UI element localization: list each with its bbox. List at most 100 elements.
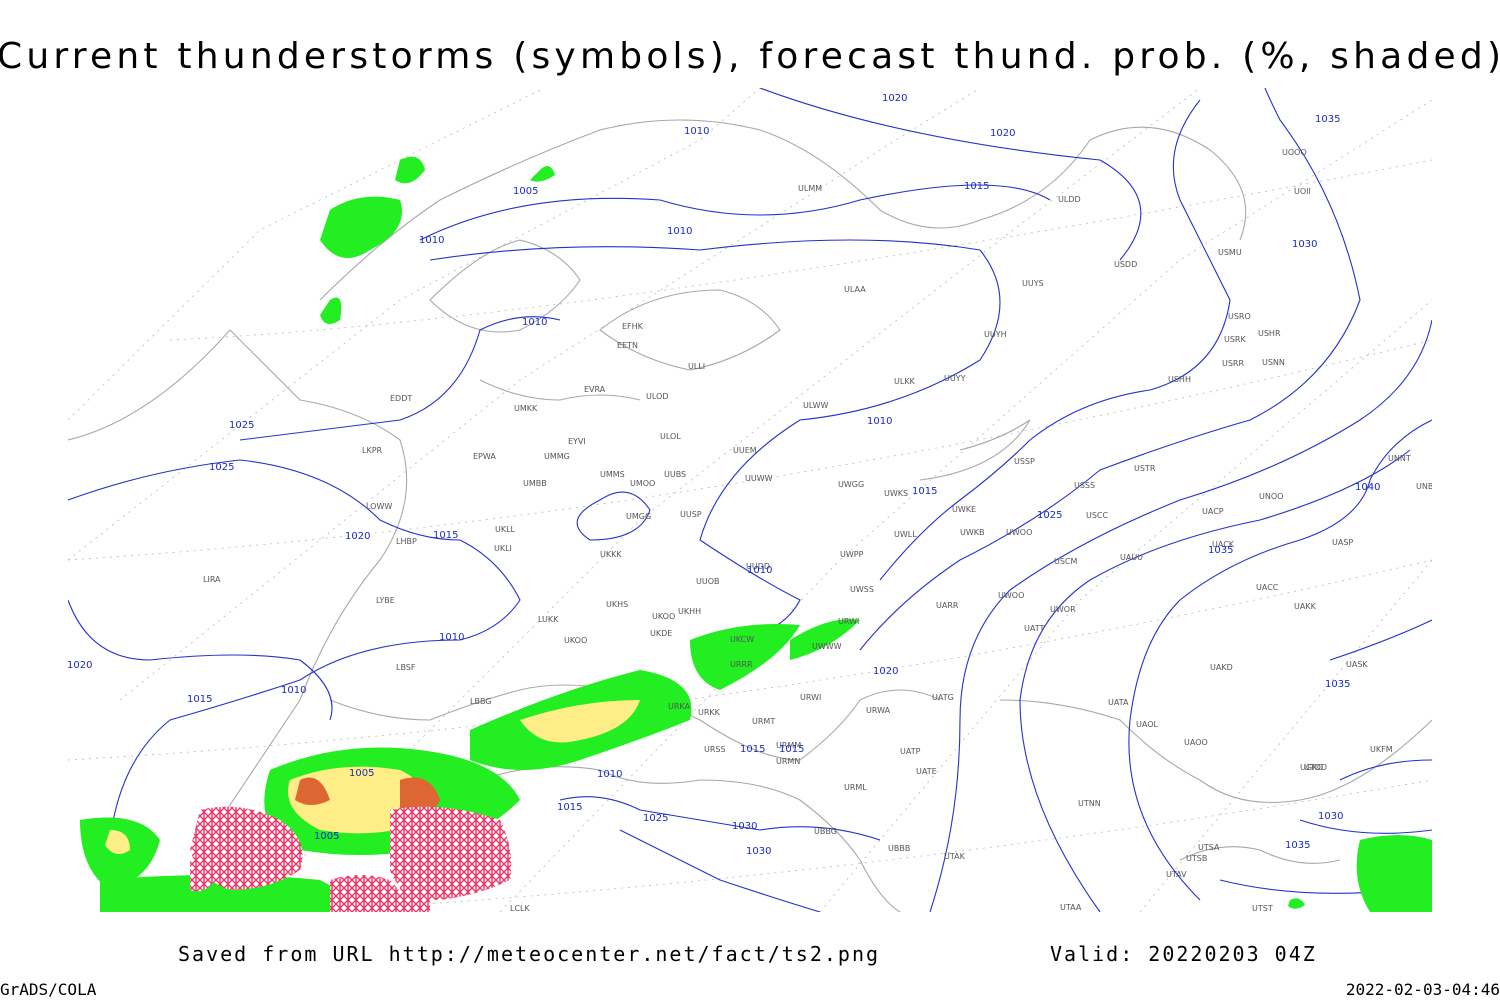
station-label: UTSA xyxy=(1198,843,1220,852)
station-label: UUYY xyxy=(944,374,966,383)
station-label: UTSB xyxy=(1186,854,1207,863)
station-label: LIRA xyxy=(203,575,221,584)
station-label: UUWW xyxy=(745,474,773,483)
station-label: UUSP xyxy=(680,510,702,519)
station-label: UOOO xyxy=(1282,148,1307,157)
station-label: USHH xyxy=(1168,375,1191,384)
station-label: UWKS xyxy=(884,489,908,498)
isobar-label: 1020 xyxy=(67,660,92,671)
isobar-label: 1030 xyxy=(1292,239,1317,250)
station-label: UATE xyxy=(916,767,937,776)
software-credit: GrADS/COLA xyxy=(0,980,97,999)
isobar-label: 1030 xyxy=(746,846,771,857)
station-label: UWOO xyxy=(1006,528,1032,537)
station-label: UAUU xyxy=(1120,553,1143,562)
isobar-label: 1020 xyxy=(990,128,1015,139)
station-label: ULOD xyxy=(646,392,668,401)
isobar-label: 1010 xyxy=(684,126,709,137)
isobar-label: 1010 xyxy=(597,769,622,780)
station-label: EDDT xyxy=(390,394,412,403)
station-label: UAKD xyxy=(1210,663,1233,672)
station-label: ULWW xyxy=(803,401,828,410)
station-label: EETN xyxy=(617,341,638,350)
isobar-label: 1010 xyxy=(419,235,444,246)
station-label: UARR xyxy=(936,601,959,610)
station-label: EYVI xyxy=(568,437,586,446)
isobar-label: 1010 xyxy=(439,632,464,643)
isobar-label: 1015 xyxy=(912,486,937,497)
title: Current thunderstorms (symbols), forecas… xyxy=(0,36,1500,77)
station-label: USSP xyxy=(1014,457,1035,466)
isobar-label: 1020 xyxy=(345,531,370,542)
station-label: UKOO xyxy=(564,636,587,645)
station-label: URMT xyxy=(752,717,775,726)
station-label: UNOO xyxy=(1259,492,1283,501)
graticule xyxy=(68,88,1432,912)
station-label: UMOO xyxy=(630,479,655,488)
station-label: ULDD xyxy=(1058,195,1081,204)
isobar-label: 1030 xyxy=(732,821,757,832)
isobar-label: 1005 xyxy=(513,186,538,197)
station-label: UASK xyxy=(1346,660,1368,669)
isobar-label: 1010 xyxy=(867,416,892,427)
station-label: UMBB xyxy=(523,479,547,488)
station-label: UUEM xyxy=(733,446,757,455)
thunderstorm-symbols xyxy=(190,806,512,912)
station-label: UWKE xyxy=(952,505,976,514)
station-label: UTNN xyxy=(1078,799,1101,808)
isobar-label: 1030 xyxy=(1318,811,1343,822)
station-label: UMKK xyxy=(514,404,538,413)
station-label: UKOO xyxy=(652,612,675,621)
station-label: UKHS xyxy=(606,600,628,609)
station-label: UKCW xyxy=(730,635,754,644)
station-label: ULKK xyxy=(894,377,916,386)
station-label: LBBG xyxy=(470,697,492,706)
station-label: EVRA xyxy=(584,385,606,394)
station-label: UTDD xyxy=(1304,763,1327,772)
station-label: UACK xyxy=(1212,540,1235,549)
station-label: UTST xyxy=(1252,904,1273,913)
station-label: UAKK xyxy=(1294,602,1317,611)
timestamp: 2022-02-03-04:46 xyxy=(1346,980,1500,999)
station-label: UWOO xyxy=(998,591,1024,600)
station-label: UKLL xyxy=(495,525,516,534)
station-label: UTAA xyxy=(1060,903,1082,912)
station-label: USMU xyxy=(1218,248,1242,257)
station-label: LHBP xyxy=(396,537,417,546)
station-label: UUDD xyxy=(746,562,770,571)
isobar-label: 1020 xyxy=(882,93,907,104)
isobar-label: 1010 xyxy=(522,317,547,328)
station-label: LKPR xyxy=(362,446,383,455)
station-label: UGKO xyxy=(1300,763,1323,772)
station-label: URWI xyxy=(800,693,821,702)
station-label: LYBE xyxy=(376,596,395,605)
station-label: UBBB xyxy=(888,844,910,853)
station-label: UKHH xyxy=(678,607,701,616)
station-label: UMMS xyxy=(600,470,625,479)
station-label: URKK xyxy=(698,708,721,717)
station-label: UBBG xyxy=(814,827,837,836)
station-label: URWI xyxy=(838,617,859,626)
station-label: UUOB xyxy=(696,577,720,586)
isobar-label: 1035 xyxy=(1315,114,1340,125)
station-label: UKKK xyxy=(600,550,622,559)
isobar-label: 1015 xyxy=(187,694,212,705)
station-label: UOII xyxy=(1294,187,1311,196)
station-label: UMGG xyxy=(626,512,651,521)
station-label: USHR xyxy=(1258,329,1281,338)
station-label: UNNT xyxy=(1388,454,1411,463)
station-label: UWKB xyxy=(960,528,985,537)
station-label: USTR xyxy=(1134,464,1156,473)
station-label: URMN xyxy=(776,757,800,766)
station-label: UUBS xyxy=(664,470,686,479)
station-label: UWSS xyxy=(850,585,874,594)
source-url: Saved from URL http://meteocenter.net/fa… xyxy=(178,942,880,966)
isobars xyxy=(68,88,1432,912)
isobar-label: 1005 xyxy=(349,768,374,779)
station-label: UWPP xyxy=(840,550,864,559)
isobar-label: 1035 xyxy=(1325,679,1350,690)
station-label: EPWA xyxy=(473,452,496,461)
station-label: EFHK xyxy=(622,322,644,331)
station-label: UTAV xyxy=(1166,870,1187,879)
station-label: UATG xyxy=(932,693,954,702)
